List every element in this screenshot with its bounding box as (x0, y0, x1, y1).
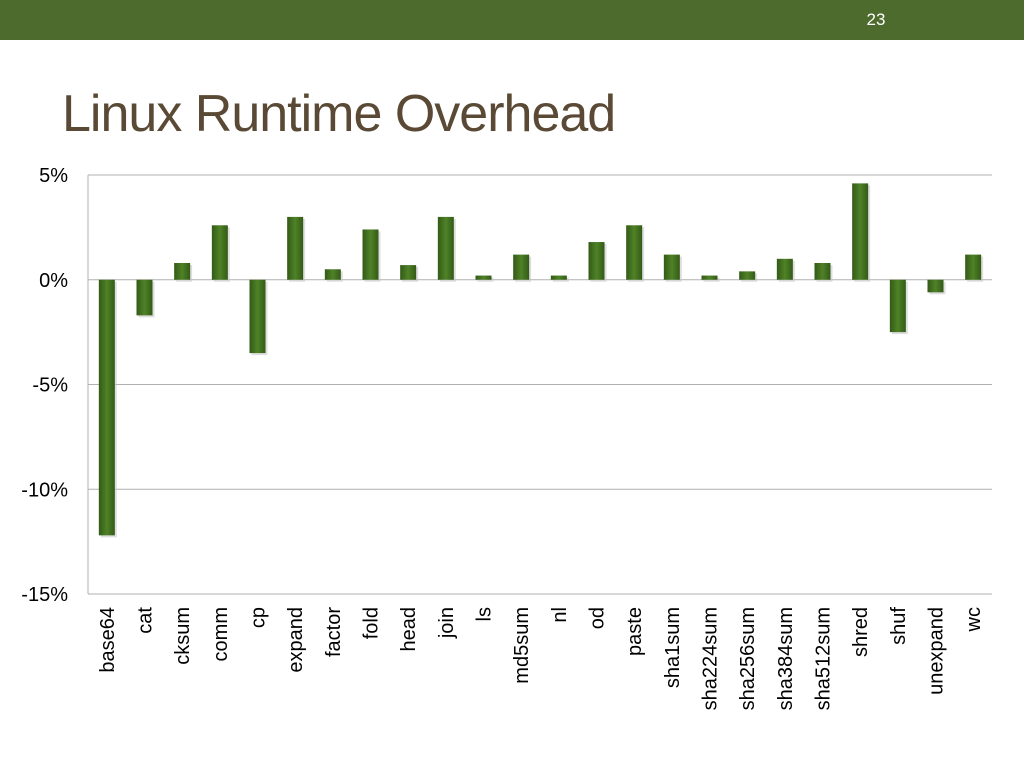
x-category-label: unexpand (926, 607, 948, 695)
bar-ls (475, 275, 492, 280)
bar-cksum (174, 262, 191, 280)
bar-sha256sum (739, 271, 756, 280)
y-tick-label: -10% (21, 479, 68, 501)
bar-base64 (98, 279, 115, 536)
bar-head (400, 265, 417, 280)
x-category-label: sha256sum (737, 607, 759, 710)
x-category-label: fold (361, 607, 383, 639)
x-category-label: od (587, 607, 609, 629)
bar-cat (136, 279, 153, 316)
x-category-label: expand (285, 607, 307, 673)
bar-od (588, 242, 605, 280)
x-category-label: cat (135, 607, 157, 634)
bar-fold (362, 229, 379, 280)
bar-expand (287, 216, 304, 280)
bar-sha1sum (663, 254, 680, 280)
x-category-label: md5sum (511, 607, 533, 684)
bar-nl (550, 275, 567, 280)
y-axis-tick-labels: 5% 0% -5% -10% -15% (21, 165, 68, 606)
x-category-label: ls (474, 607, 496, 621)
x-category-label: nl (549, 607, 571, 623)
bar-comm (211, 225, 228, 280)
bar-sha224sum (701, 275, 718, 280)
x-category-label: wc (963, 607, 985, 632)
bar-sha512sum (814, 262, 831, 280)
x-category-label: shred (850, 607, 872, 657)
bar-factor (324, 269, 341, 280)
x-category-label: base64 (97, 607, 119, 673)
x-category-label: join (436, 607, 458, 639)
y-tick-label: 0% (39, 270, 68, 292)
bar-md5sum (513, 254, 530, 280)
bars (98, 183, 984, 538)
x-category-label: sha1sum (662, 607, 684, 688)
bar-sha384sum (776, 258, 793, 280)
x-category-label: paste (624, 607, 646, 656)
slide-number: 23 (866, 10, 886, 29)
bar-paste (626, 225, 643, 280)
x-axis-category-labels: base64 cat cksum comm cp expand factor fold head… (97, 607, 985, 711)
x-category-label: sha224sum (700, 607, 722, 710)
x-category-label: factor (323, 607, 345, 657)
x-category-label: comm (210, 607, 232, 661)
bar-shuf (889, 279, 906, 333)
bar-unexpand (927, 279, 944, 293)
x-category-label: head (398, 607, 420, 652)
x-category-label: cp (248, 607, 270, 628)
bar-cp (249, 279, 266, 354)
bar-wc (965, 254, 982, 280)
gridlines (87, 174, 992, 595)
y-tick-label: -15% (21, 584, 68, 606)
bar-shred (852, 183, 869, 280)
y-tick-label: 5% (39, 165, 68, 187)
x-category-label: shuf (888, 607, 910, 645)
top-bar: 23 (0, 0, 1024, 40)
slide-title: Linux Runtime Overhead (62, 85, 616, 143)
bar-join (437, 216, 454, 280)
x-category-label: sha384sum (775, 607, 797, 710)
y-tick-label: -5% (32, 375, 68, 397)
x-category-label: cksum (172, 607, 194, 665)
x-category-label: sha512sum (813, 607, 835, 710)
